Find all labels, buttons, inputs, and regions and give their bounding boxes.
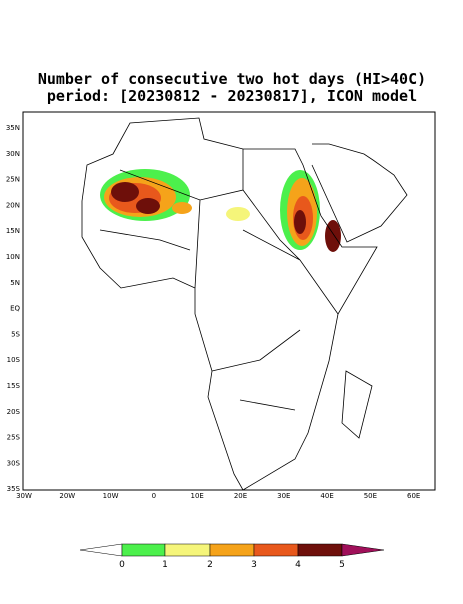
lon-label: 30E bbox=[277, 492, 290, 500]
lat-label: 5S bbox=[11, 330, 20, 338]
colorbar-bin bbox=[164, 543, 211, 557]
lat-label: 30S bbox=[7, 459, 21, 467]
lon-label: 10W bbox=[103, 492, 119, 500]
lon-labels: 30W 20W 10W 0 10E 20E 30E 40E 50E 60E bbox=[16, 492, 420, 500]
colorbar-bin bbox=[253, 543, 299, 557]
madagascar-outline bbox=[341, 370, 373, 439]
colorbar-bin bbox=[121, 543, 166, 557]
map-area bbox=[81, 117, 408, 490]
colorbar-label: 5 bbox=[339, 560, 345, 570]
lat-label: 35N bbox=[6, 124, 20, 132]
lon-label: 40E bbox=[320, 492, 333, 500]
shade bbox=[294, 210, 306, 234]
colorbar bbox=[79, 543, 385, 557]
lat-label: 25N bbox=[6, 176, 20, 184]
lat-label: 20S bbox=[7, 408, 21, 416]
colorbar-under bbox=[79, 543, 123, 557]
colorbar-bin bbox=[209, 543, 255, 557]
lon-label: 20W bbox=[59, 492, 75, 500]
title-line: Number of consecutive two hot days (HI>4… bbox=[38, 70, 426, 88]
colorbar-bin bbox=[297, 543, 343, 557]
arabia-outline bbox=[311, 143, 408, 243]
colorbar-label: 2 bbox=[207, 560, 213, 570]
colorbar-label: 3 bbox=[251, 560, 257, 570]
lon-label: 30W bbox=[16, 492, 32, 500]
lat-label: 20N bbox=[6, 201, 20, 209]
frame bbox=[22, 111, 436, 491]
lat-label: 10S bbox=[7, 356, 21, 364]
lat-label: 30N bbox=[6, 150, 20, 158]
shade bbox=[111, 182, 139, 202]
lat-labels: 35N 30N 25N 20N 15N 10N 5N EQ 5S 10S 15S 20S 25S 30S 3… bbox=[6, 124, 21, 493]
title-line: period: [20230812 - 20230817], ICON mode… bbox=[47, 87, 417, 105]
shade bbox=[226, 207, 250, 221]
lat-label: 10N bbox=[6, 253, 20, 261]
lon-label: 20E bbox=[234, 492, 247, 500]
lon-label: 60E bbox=[407, 492, 420, 500]
africa-outline bbox=[81, 117, 378, 490]
borders bbox=[99, 149, 339, 411]
lat-label: 35S bbox=[7, 485, 21, 493]
colorbar-over bbox=[341, 543, 385, 557]
colorbar-label: 4 bbox=[295, 560, 301, 570]
lat-label: 15N bbox=[6, 227, 20, 235]
lon-label: 0 bbox=[152, 492, 156, 500]
shade bbox=[172, 202, 192, 214]
lat-label: EQ bbox=[10, 305, 20, 313]
colorbar-label: 1 bbox=[162, 560, 168, 570]
shade bbox=[136, 198, 160, 214]
lat-label: 25S bbox=[7, 434, 21, 442]
lat-label: 15S bbox=[7, 382, 21, 390]
lon-label: 50E bbox=[364, 492, 377, 500]
lon-label: 10E bbox=[191, 492, 204, 500]
colorbar-labels: 0 1 2 3 4 5 bbox=[119, 560, 345, 570]
lat-label: 5N bbox=[10, 279, 20, 287]
colorbar-label: 0 bbox=[119, 560, 125, 570]
